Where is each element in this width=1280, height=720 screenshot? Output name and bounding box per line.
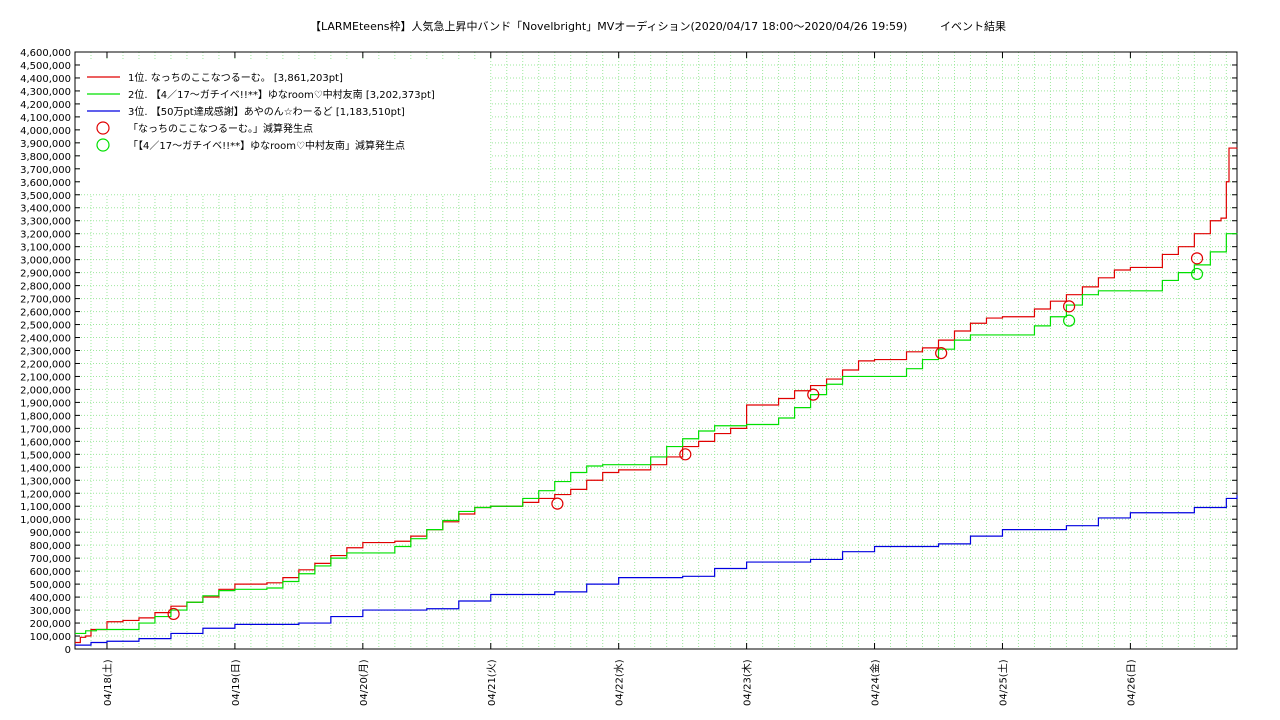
y-tick-label: 400,000 [30,593,71,604]
y-tick-label: 4,500,000 [20,61,71,72]
y-tick-label: 2,800,000 [20,282,71,293]
x-tick-label: 04/20(月) [358,659,370,706]
y-tick-label: 4,100,000 [20,113,71,124]
x-tick-label: 04/19(日) [231,659,242,706]
series-line [75,495,1238,646]
series-line [75,233,1238,635]
marker-point [167,607,180,621]
y-tick-label: 300,000 [30,606,71,617]
marker-point [1190,252,1204,265]
x-tick-label: 04/21(火) [486,659,498,706]
marker-point [1190,267,1204,281]
y-tick-label: 500,000 [30,580,71,591]
x-tick-label: 04/25(土) [996,659,1009,706]
y-tick-label: 200,000 [30,619,71,630]
y-tick-label: 4,300,000 [20,87,71,98]
legend-marker [96,121,110,135]
y-tick-label: 1,800,000 [20,411,71,422]
y-tick-label: 700,000 [30,554,71,565]
series-group [75,147,1238,646]
y-tick-label: 2,700,000 [20,295,71,306]
y-tick-label: 900,000 [30,528,71,539]
y-tick-label: 600,000 [30,567,71,578]
marker-point [551,497,564,510]
y-tick-label: 1,000,000 [20,515,71,526]
y-tick-label: 3,200,000 [20,230,71,241]
legend-entry: 1位. なっちのここなつるーむ。 [3,861,203pt] [128,71,343,84]
y-tick-label: 3,700,000 [20,165,71,176]
y-tick-label: 0 [65,645,71,656]
legend-box [80,60,490,194]
y-tick-label: 2,300,000 [20,347,71,358]
marker-point [679,448,692,461]
y-tick-label: 2,200,000 [20,359,71,370]
marker-point [807,388,820,401]
y-axis: 0 100,000 200,000 300,000 400,000 500,000 600,… [20,48,1237,656]
legend-marker [96,138,110,152]
x-tick-label: 04/26(日) [1126,659,1137,706]
y-tick-label: 3,600,000 [20,178,71,189]
x-tick-label: 04/24(金) [869,659,882,706]
x-tick-label: 04/22(水) [614,659,626,706]
y-tick-label: 1,700,000 [20,424,71,435]
legend: 1位. なっちのここなつるーむ。 [3,861,203pt] 2位. 【4／17〜… [80,60,490,194]
y-tick-label: 1,500,000 [20,450,71,461]
y-tick-label: 1,600,000 [20,437,71,448]
marker-point [935,346,948,360]
marker-point [1062,314,1076,327]
x-axis: 04/18(土) 04/19(日) 04/20(月) 04/21(火) 04/22(水)… [101,52,1137,706]
y-tick-label: 3,400,000 [20,204,71,215]
legend-entry: 2位. 【4／17〜ガチイベ!!**】ゆなroom♡中村友南 [3,202,37… [128,88,435,101]
y-tick-label: 3,500,000 [20,191,71,202]
y-tick-label: 4,000,000 [20,126,71,137]
y-tick-label: 1,200,000 [20,489,71,500]
y-tick-label: 1,300,000 [20,476,71,487]
legend-entry: 3位. 【50万pt達成感謝】あやのん☆わーるど [1,183,510pt] [128,105,405,118]
y-tick-label: 1,900,000 [20,398,71,409]
y-tick-label: 4,200,000 [20,100,71,111]
y-tick-label: 2,900,000 [20,269,71,280]
y-tick-label: 2,600,000 [20,308,71,319]
y-tick-label: 1,100,000 [20,502,71,513]
y-tick-label: 100,000 [30,632,71,643]
chart-subtitle: イベント結果 [940,19,1006,33]
legend-entry: 「なっちのここなつるーむ。」減算発生点 [128,122,313,135]
y-tick-label: 3,300,000 [20,217,71,228]
y-tick-label: 3,900,000 [20,139,71,150]
series-line [75,147,1238,644]
y-tick-label: 1,400,000 [20,463,71,474]
y-tick-label: 3,000,000 [20,256,71,267]
y-tick-label: 3,800,000 [20,152,71,163]
y-tick-label: 3,100,000 [20,243,71,254]
marker-point [1062,300,1076,313]
y-tick-label: 2,500,000 [20,321,71,332]
y-tick-label: 2,100,000 [20,372,71,383]
y-tick-label: 4,400,000 [20,74,71,85]
legend-entry: 「【4／17〜ガチイベ!!**】ゆなroom♡中村友南」減算発生点 [128,139,405,152]
y-tick-label: 4,600,000 [20,48,71,59]
y-tick-label: 800,000 [30,541,71,552]
y-tick-label: 2,000,000 [20,385,71,396]
x-tick-label: 04/18(土) [101,659,114,706]
y-tick-label: 2,400,000 [20,334,71,345]
x-tick-label: 04/23(木) [742,659,754,706]
marker-group [167,252,1204,621]
chart-title: 【LARMEteens枠】人気急上昇中バンド「Novelbright」MVオーデ… [310,19,907,33]
